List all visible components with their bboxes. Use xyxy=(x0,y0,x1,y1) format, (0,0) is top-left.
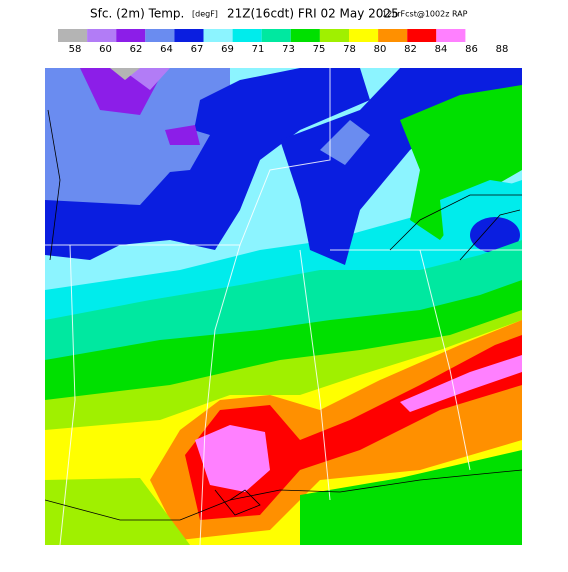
legend-label: 75 xyxy=(313,44,326,55)
legend-label: 62 xyxy=(130,44,143,55)
legend-label: 80 xyxy=(374,44,387,55)
legend-swatch xyxy=(145,29,175,42)
legend-swatch xyxy=(378,29,408,42)
legend-label: 88 xyxy=(496,44,509,55)
source: 12hrFcst@1002z RAP xyxy=(382,10,468,19)
legend-swatch xyxy=(290,29,320,42)
legend-swatch xyxy=(319,29,349,42)
legend-swatch xyxy=(232,29,262,42)
legend-label: 60 xyxy=(99,44,112,55)
legend-swatch xyxy=(349,29,379,42)
valid-time: 21Z(16cdt) FRI 02 May 2025 xyxy=(227,7,399,21)
legend-label: 71 xyxy=(252,44,265,55)
legend-label: 78 xyxy=(343,44,356,55)
legend-label: 73 xyxy=(282,44,295,55)
legend-swatch xyxy=(261,29,291,42)
legend-swatch xyxy=(174,29,204,42)
legend-label: 58 xyxy=(69,44,82,55)
legend-label: 84 xyxy=(435,44,448,55)
legend-swatch xyxy=(116,29,146,42)
title: Sfc. (2m) Temp. xyxy=(90,7,184,21)
legend-label: 82 xyxy=(404,44,417,55)
unit: [degF] xyxy=(192,10,218,19)
map xyxy=(45,68,522,545)
legend-swatch xyxy=(203,29,233,42)
legend-label: 86 xyxy=(465,44,478,55)
legend-label: 67 xyxy=(191,44,204,55)
legend-swatch xyxy=(58,29,88,42)
legend: 58 60 62 64 67 69 71 73 75 78 80 82 84 86 88 xyxy=(58,29,508,55)
legend-label: 64 xyxy=(160,44,173,55)
legend-label: 69 xyxy=(221,44,234,55)
legend-swatch xyxy=(436,29,466,42)
legend-swatch xyxy=(407,29,437,42)
legend-swatch xyxy=(87,29,117,42)
